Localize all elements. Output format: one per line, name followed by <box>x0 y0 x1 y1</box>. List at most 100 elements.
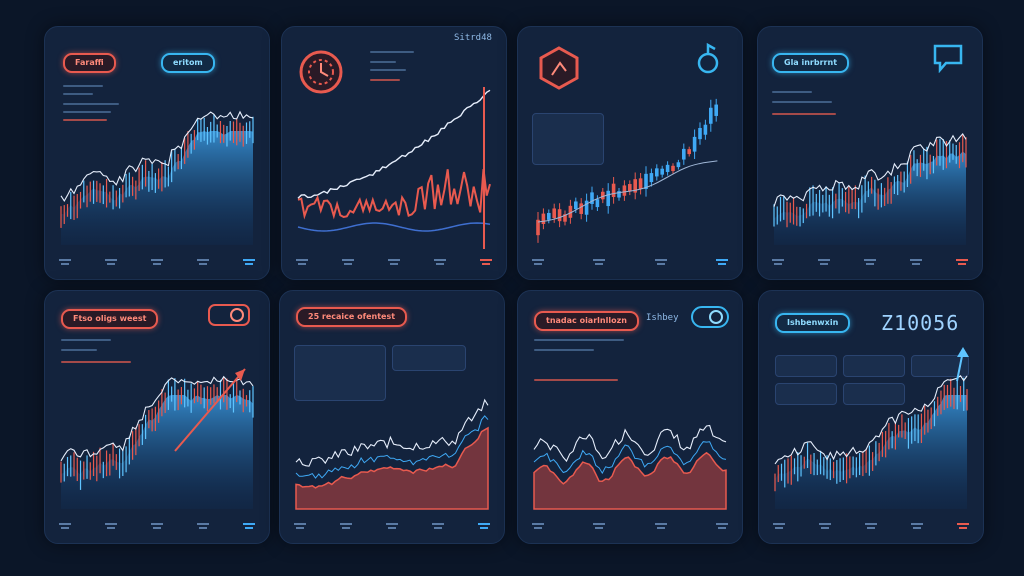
footer-icon[interactable] <box>59 259 71 265</box>
card-title-pill[interactable]: Ftso oligs weest <box>61 309 159 329</box>
text-line <box>772 113 836 115</box>
price-line <box>297 168 491 220</box>
candle-body <box>568 205 573 218</box>
area-chart <box>60 368 254 509</box>
footer-icon-alert[interactable] <box>957 523 969 529</box>
footer-icon[interactable] <box>532 523 544 529</box>
footer-icon[interactable] <box>197 259 209 265</box>
chart-card-7[interactable]: tnadac oiarlnllozn Ishbey <box>517 290 743 544</box>
signal-line <box>533 441 727 475</box>
card-title-pill[interactable]: Gla inrbrrnt <box>772 53 850 73</box>
candle-body <box>552 208 556 219</box>
red-area <box>295 426 489 510</box>
text-line <box>63 103 119 105</box>
footer-icon-alert[interactable] <box>480 259 492 265</box>
card-title-pill[interactable]: 25 recaice ofentest <box>296 307 408 327</box>
footer-icon[interactable] <box>593 259 606 265</box>
info-panel <box>911 355 969 377</box>
footer-icon[interactable] <box>197 523 209 529</box>
candle-body <box>676 162 681 168</box>
area-chart <box>60 110 254 245</box>
card-footer <box>294 519 490 533</box>
candle-body <box>628 184 632 192</box>
chat-icon[interactable] <box>932 43 964 77</box>
candle-body <box>601 191 605 200</box>
footer-icon[interactable] <box>911 523 923 529</box>
line-chart <box>297 87 491 249</box>
text-line <box>61 349 97 351</box>
footer-icon[interactable] <box>910 259 922 265</box>
footer-icon[interactable] <box>654 259 667 265</box>
apple-icon[interactable] <box>694 41 722 79</box>
footer-icon[interactable] <box>388 259 400 265</box>
card-footer <box>532 255 728 269</box>
text-line <box>534 339 624 341</box>
chart-card-4[interactable]: Gla inrbrrnt <box>757 26 983 280</box>
footer-icon-alert[interactable] <box>956 259 968 265</box>
footer-icon[interactable] <box>105 259 117 265</box>
candle-body <box>660 168 664 175</box>
chart-card-6[interactable]: 25 recaice ofentest <box>279 290 505 544</box>
card-title-pill[interactable]: tnadac oiarlnllozn <box>534 311 639 331</box>
footer-icon-active[interactable] <box>715 259 728 265</box>
footer-icon[interactable] <box>532 259 544 265</box>
card-title-pill[interactable]: Ishbenwxin <box>775 313 851 333</box>
footer-icon[interactable] <box>773 523 785 529</box>
signal-line <box>295 415 489 479</box>
footer-icon[interactable] <box>340 523 352 529</box>
candle-body <box>574 201 578 210</box>
candle-body <box>584 200 589 215</box>
candle-body <box>541 213 546 224</box>
footer-icon[interactable] <box>151 523 163 529</box>
info-panel <box>294 345 386 401</box>
chart-card-2[interactable]: Sitrd48 <box>281 26 507 280</box>
info-panel <box>843 355 905 377</box>
footer-icon[interactable] <box>105 523 117 529</box>
footer-icon[interactable] <box>593 523 606 529</box>
toggle-icon[interactable] <box>690 305 730 333</box>
info-panel <box>775 355 837 377</box>
text-line <box>772 91 812 93</box>
footer-icon[interactable] <box>864 259 876 265</box>
info-panel <box>392 345 466 371</box>
candle-body <box>671 165 675 172</box>
hexagon-icon <box>536 45 582 95</box>
footer-icon[interactable] <box>772 259 784 265</box>
text-line <box>63 93 93 95</box>
candle-body <box>709 107 713 124</box>
footer-icon[interactable] <box>434 259 446 265</box>
footer-icon-active[interactable] <box>243 523 255 529</box>
footer-icon[interactable] <box>386 523 398 529</box>
card-footer <box>59 255 255 269</box>
card-action-pill[interactable]: eritom <box>161 53 215 73</box>
chart-card-5[interactable]: Ftso oligs weest <box>44 290 270 544</box>
arrow-head <box>957 347 969 357</box>
footer-icon-active[interactable] <box>243 259 255 265</box>
footer-icon[interactable] <box>342 259 354 265</box>
candle-body <box>611 183 616 198</box>
chart-card-8[interactable]: Ishbenwxin Z10056 <box>758 290 984 544</box>
chart-card-1[interactable]: Faraffi eritom <box>44 26 270 280</box>
footer-icon[interactable] <box>151 259 163 265</box>
footer-icon[interactable] <box>432 523 444 529</box>
text-line <box>63 119 107 121</box>
toggle-icon[interactable] <box>207 303 251 331</box>
chart-card-3[interactable] <box>517 26 743 280</box>
candle-body <box>638 178 643 190</box>
footer-icon[interactable] <box>654 523 667 529</box>
candle-body <box>655 168 659 177</box>
card-title-pill[interactable]: Faraffi <box>63 53 116 73</box>
footer-icon-active[interactable] <box>478 523 490 529</box>
candle-body <box>649 173 654 183</box>
footer-icon[interactable] <box>865 523 877 529</box>
footer-icon[interactable] <box>59 523 71 529</box>
footer-icon[interactable] <box>294 523 306 529</box>
footer-icon[interactable] <box>296 259 308 265</box>
candle-body <box>687 149 691 155</box>
footer-icon[interactable] <box>715 523 728 529</box>
big-value: Z10056 <box>881 311 960 335</box>
blue-area <box>775 395 967 509</box>
candle-body <box>617 191 621 198</box>
footer-icon[interactable] <box>818 259 830 265</box>
footer-icon[interactable] <box>819 523 831 529</box>
